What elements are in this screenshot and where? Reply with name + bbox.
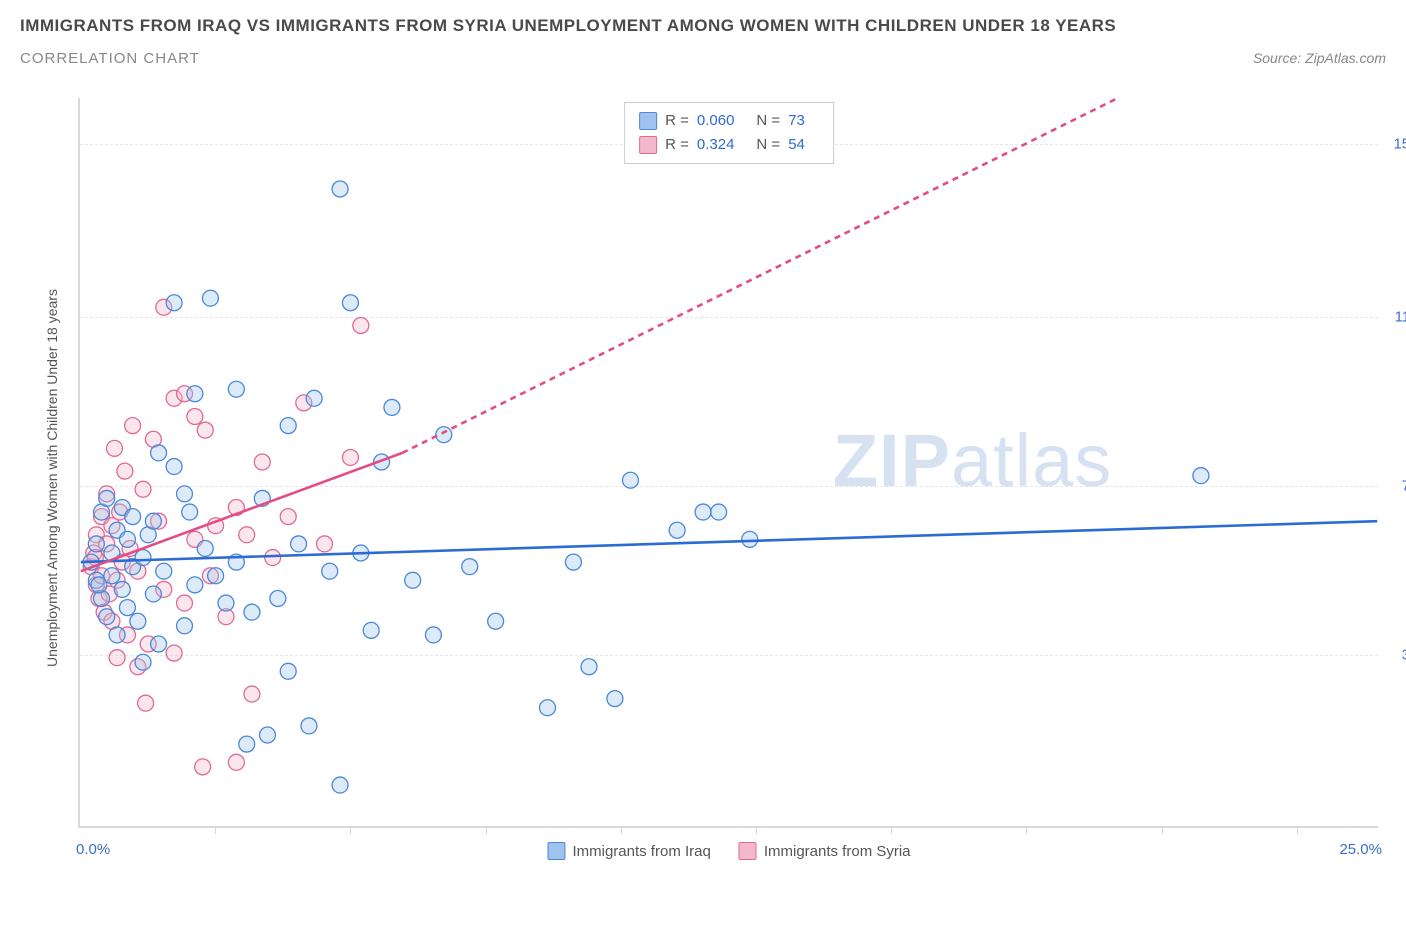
source-attribution: Source: ZipAtlas.com bbox=[1253, 50, 1386, 66]
legend-item-syria: Immigrants from Syria bbox=[739, 842, 911, 860]
header: IMMIGRANTS FROM IRAQ VS IMMIGRANTS FROM … bbox=[0, 0, 1406, 67]
y-tick-label: 15.0% bbox=[1386, 135, 1406, 152]
y-tick-label: 7.5% bbox=[1386, 477, 1406, 494]
swatch-syria bbox=[639, 136, 657, 154]
legend: Immigrants from Iraq Immigrants from Syr… bbox=[547, 842, 910, 860]
correlation-stats-box: R = 0.060 N = 73 R = 0.324 N = 54 bbox=[624, 102, 834, 164]
stat-n-label: N = bbox=[756, 109, 780, 133]
x-tick bbox=[621, 826, 622, 834]
subtitle-row: CORRELATION CHART Source: ZipAtlas.com bbox=[20, 50, 1386, 67]
x-tick bbox=[486, 826, 487, 834]
stat-r-syria: 0.324 bbox=[697, 133, 735, 157]
x-tick bbox=[1026, 826, 1027, 834]
source-name: ZipAtlas.com bbox=[1305, 50, 1386, 66]
swatch-syria bbox=[739, 842, 757, 860]
x-tick bbox=[215, 826, 216, 834]
x-min-label: 0.0% bbox=[76, 841, 110, 858]
x-tick bbox=[891, 826, 892, 834]
x-tick bbox=[1297, 826, 1298, 834]
stat-r-label: R = bbox=[665, 133, 689, 157]
stat-n-iraq: 73 bbox=[788, 109, 805, 133]
stat-n-syria: 54 bbox=[788, 133, 805, 157]
stats-row-iraq: R = 0.060 N = 73 bbox=[639, 109, 819, 133]
plot-region: ZIPatlas R = 0.060 N = 73 R = 0.324 N = … bbox=[78, 98, 1378, 828]
chart-area: Unemployment Among Women with Children U… bbox=[58, 98, 1378, 858]
stat-r-label: R = bbox=[665, 109, 689, 133]
scatter-svg bbox=[80, 98, 1378, 826]
stats-row-syria: R = 0.324 N = 54 bbox=[639, 133, 819, 157]
y-axis-label: Unemployment Among Women with Children U… bbox=[44, 289, 60, 667]
legend-item-iraq: Immigrants from Iraq bbox=[547, 842, 710, 860]
swatch-iraq bbox=[547, 842, 565, 860]
y-tick-label: 11.2% bbox=[1386, 309, 1406, 326]
source-prefix: Source: bbox=[1253, 50, 1305, 66]
legend-label-syria: Immigrants from Syria bbox=[764, 843, 911, 860]
swatch-iraq bbox=[639, 112, 657, 130]
x-tick bbox=[1162, 826, 1163, 834]
y-tick-label: 3.8% bbox=[1386, 646, 1406, 663]
chart-title: IMMIGRANTS FROM IRAQ VS IMMIGRANTS FROM … bbox=[20, 16, 1386, 36]
x-tick bbox=[756, 826, 757, 834]
chart-subtitle: CORRELATION CHART bbox=[20, 50, 200, 67]
x-max-label: 25.0% bbox=[1339, 841, 1382, 858]
legend-label-iraq: Immigrants from Iraq bbox=[572, 843, 710, 860]
stat-r-iraq: 0.060 bbox=[697, 109, 735, 133]
x-tick bbox=[350, 826, 351, 834]
stat-n-label: N = bbox=[756, 133, 780, 157]
